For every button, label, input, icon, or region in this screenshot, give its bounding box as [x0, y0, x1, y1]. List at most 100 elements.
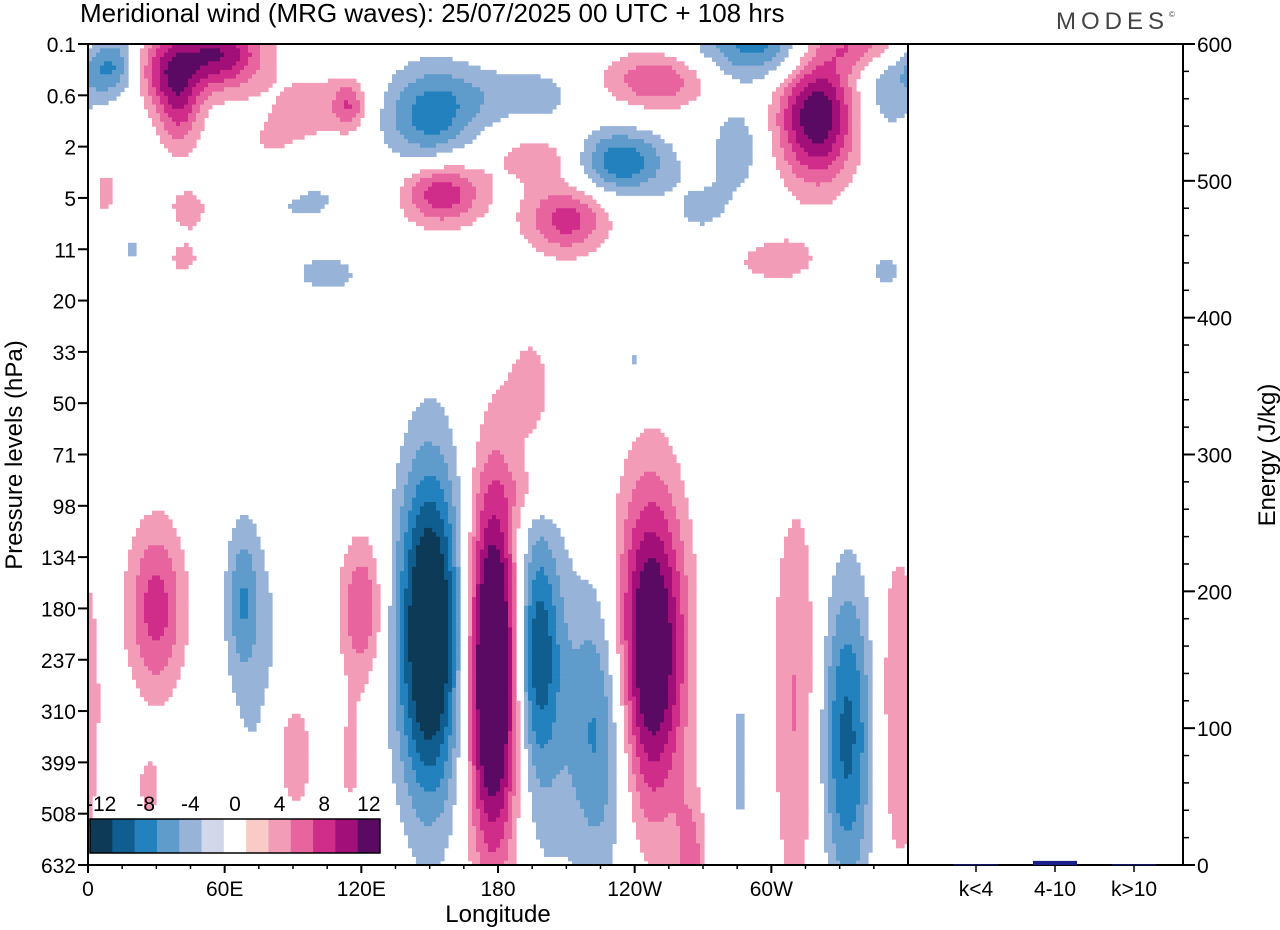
heatmap-cell [148, 78, 153, 84]
heatmap-cell [424, 65, 429, 71]
heatmap-cell [520, 381, 525, 386]
heatmap-cell [516, 152, 521, 157]
heatmap-cell [796, 152, 801, 157]
heatmap-cell [644, 56, 649, 62]
heatmap-cell [568, 203, 573, 209]
heatmap-cell [320, 268, 325, 274]
heatmap-cell [716, 56, 721, 62]
heatmap-cell [852, 69, 857, 75]
heatmap-cell [276, 95, 281, 101]
heatmap-cell [168, 82, 173, 88]
heatmap-cell [784, 130, 789, 136]
heatmap-cell [732, 169, 737, 175]
heatmap-cell [592, 169, 597, 175]
heatmap-cell [532, 199, 537, 205]
heatmap-cell [780, 44, 785, 49]
heatmap-cell [788, 273, 793, 278]
heatmap-cell [408, 203, 413, 209]
heatmap-cell [556, 186, 561, 192]
heatmap-cell [436, 463, 441, 469]
heatmap-cell [408, 100, 413, 106]
heatmap-cell [808, 100, 813, 106]
heatmap-cell [424, 134, 429, 140]
heatmap-cell [448, 139, 453, 144]
heatmap-cell [500, 74, 505, 80]
heatmap-cell [836, 52, 841, 58]
heatmap-cell [452, 164, 457, 170]
heatmap-cell [460, 216, 465, 222]
heatmap-cell [648, 139, 653, 144]
heatmap-cell [288, 126, 293, 132]
heatmap-cell [320, 113, 325, 119]
heatmap-cell [472, 91, 477, 97]
heatmap-cell [888, 113, 893, 119]
heatmap-cell [196, 203, 201, 209]
heatmap-cell [812, 117, 817, 123]
heatmap-cell [476, 69, 481, 75]
heatmap-cell [424, 212, 429, 218]
heatmap-cell [124, 74, 129, 80]
heatmap-cell [840, 164, 845, 170]
heatmap-cell [344, 78, 349, 84]
heatmap-cell [488, 121, 493, 127]
heatmap-cell [776, 113, 781, 119]
heatmap-cell [144, 44, 149, 49]
heatmap-cell [604, 221, 609, 227]
heatmap-cell [524, 87, 529, 93]
heatmap-cell [416, 212, 421, 218]
heatmap-cell [424, 203, 429, 209]
heatmap-cell [800, 117, 805, 123]
heatmap-cell [328, 273, 333, 278]
heatmap-cell [460, 113, 465, 119]
heatmap-cell [164, 74, 169, 80]
heatmap-cell [632, 467, 637, 473]
heatmap-cell [240, 87, 245, 93]
heatmap-cell [640, 177, 645, 183]
heatmap-cell [772, 121, 777, 127]
heatmap-cell [456, 208, 461, 214]
heatmap-cell [532, 164, 537, 170]
heatmap-cell [164, 95, 169, 101]
heatmap-cell [428, 130, 433, 136]
heatmap-cell [432, 428, 437, 434]
heatmap-cell [400, 74, 405, 80]
heatmap-cell [648, 130, 653, 136]
heatmap-cell [780, 48, 785, 54]
heatmap-cell [768, 251, 773, 257]
heatmap-cell [460, 143, 465, 149]
heatmap-cell [424, 415, 429, 421]
heatmap-cell [540, 100, 545, 106]
heatmap-cell [728, 130, 733, 136]
heatmap-cell [488, 195, 493, 201]
heatmap-cell [256, 78, 261, 84]
heatmap-cell [256, 87, 261, 93]
heatmap-cell [464, 195, 469, 201]
heatmap-cell [752, 48, 757, 54]
heatmap-cell [252, 69, 257, 75]
heatmap-cell [504, 104, 509, 110]
heatmap-cell [504, 419, 509, 425]
heatmap-cell [472, 113, 477, 119]
heatmap-cell [476, 203, 481, 209]
heatmap-cell [812, 91, 817, 97]
heatmap-cell [440, 108, 445, 114]
heatmap-cell [748, 139, 753, 144]
heatmap-cell [684, 82, 689, 88]
heatmap-cell [764, 52, 769, 58]
heatmap-cell [540, 182, 545, 188]
heatmap-cell [776, 108, 781, 114]
heatmap-cell [796, 186, 801, 192]
heatmap-cell [820, 169, 825, 175]
heatmap-cell [820, 74, 825, 80]
heatmap-cell [108, 56, 113, 62]
heatmap-cell [724, 69, 729, 75]
heatmap-cell [560, 238, 565, 244]
heatmap-cell [276, 126, 281, 132]
heatmap-cell [196, 216, 201, 222]
heatmap-cell [484, 95, 489, 101]
heatmap-cell [608, 160, 613, 166]
heatmap-cell [184, 121, 189, 127]
heatmap-cell [840, 65, 845, 71]
heatmap-cell [336, 277, 341, 283]
heatmap-cell [560, 195, 565, 201]
